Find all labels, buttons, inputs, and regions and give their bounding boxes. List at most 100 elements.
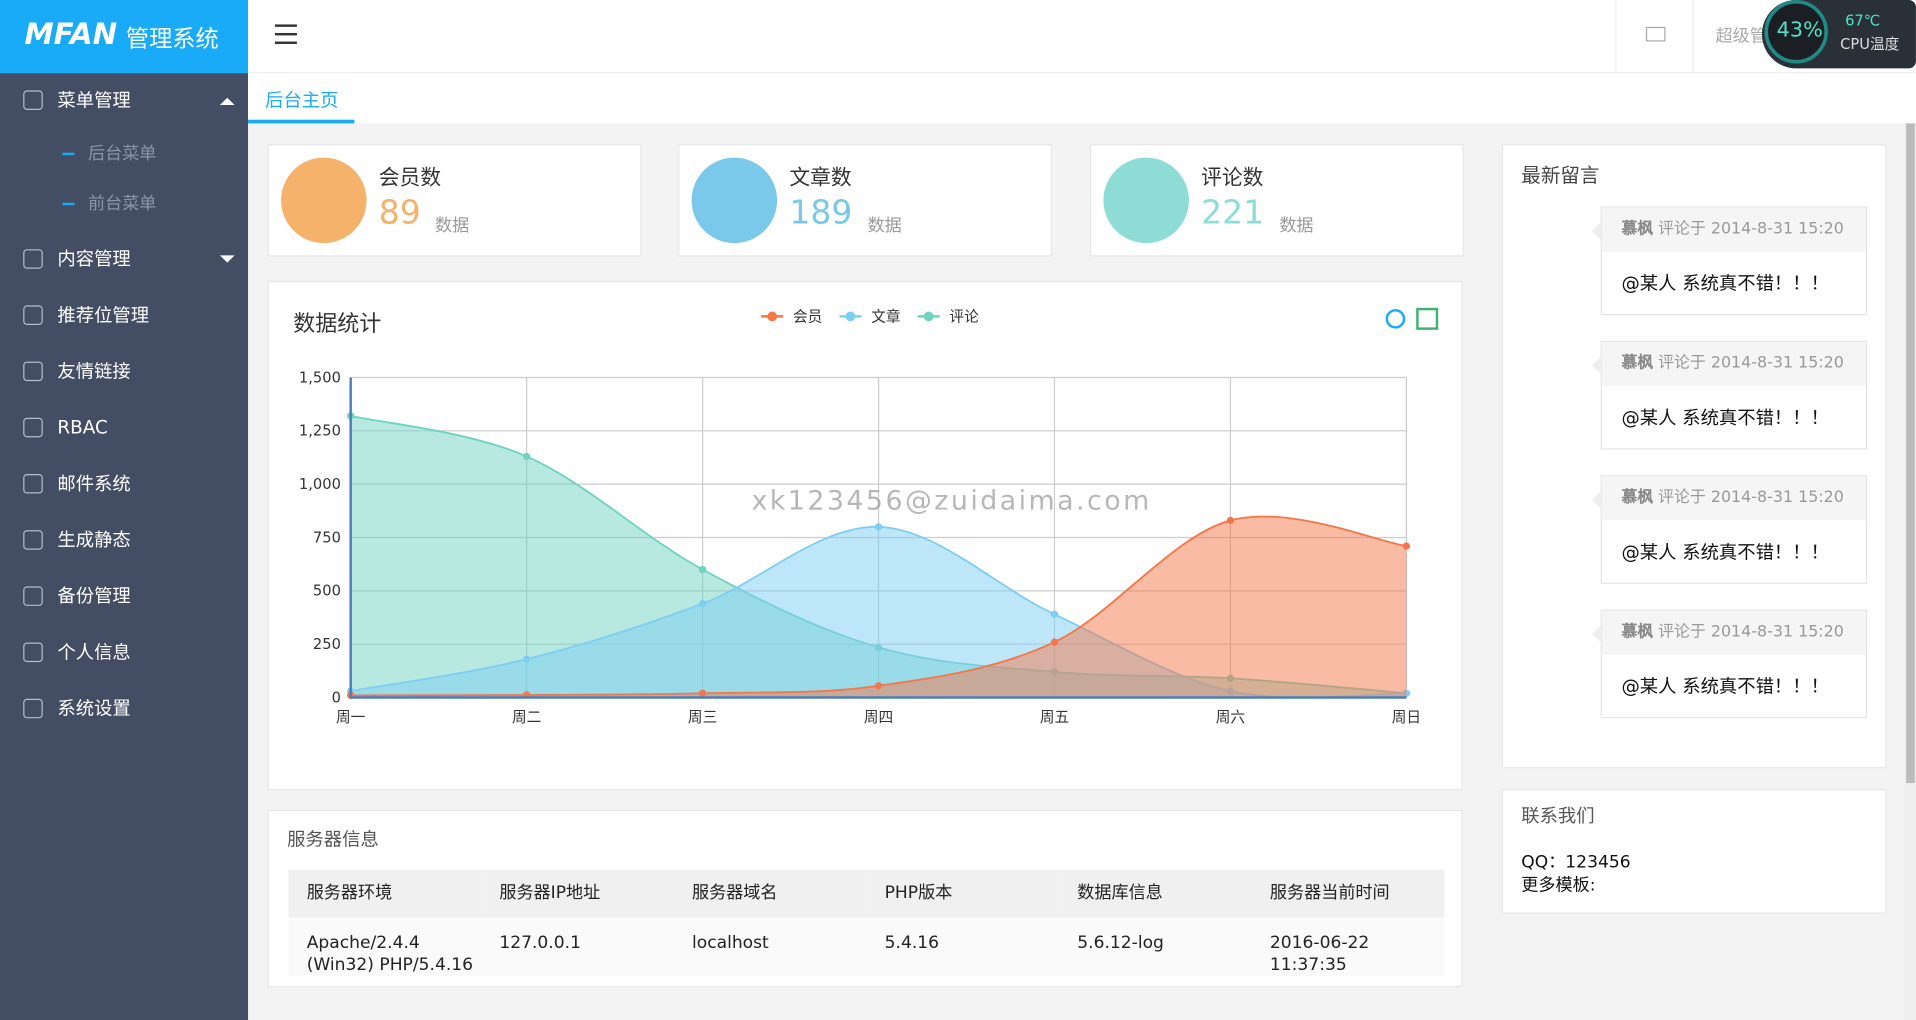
table-header: PHP版本 xyxy=(884,883,953,903)
nav-item[interactable]: RBAC xyxy=(0,403,248,452)
message-meta: 评论于 2014-8-31 15:20 xyxy=(1658,488,1844,507)
x-tick-label: 周二 xyxy=(512,709,541,726)
y-tick-label: 0 xyxy=(332,689,341,706)
nav-icon xyxy=(23,90,43,110)
stat-icon xyxy=(1103,157,1189,244)
chart-title: 数据统计 xyxy=(293,312,381,337)
nav-icon xyxy=(23,305,43,325)
sub-dash xyxy=(62,152,75,156)
nav-item[interactable]: 菜单管理 xyxy=(0,76,248,125)
table-header: 服务器IP地址 xyxy=(499,883,601,903)
legend-label: 会员 xyxy=(793,308,822,325)
sub-dash xyxy=(62,202,75,206)
tab[interactable]: 后台主页 xyxy=(265,89,339,112)
message-arrow xyxy=(1592,491,1601,509)
messages-panel: 最新留言 慕枫 评论于 2014-8-31 15:20 @某人 系统真不错！！！ 慕枫… xyxy=(1501,144,1887,769)
header: 超级管 xyxy=(248,0,1916,74)
stat-title: 会员数 xyxy=(378,166,442,191)
message: 慕枫 评论于 2014-8-31 15:20 @某人 系统真不错！！！ xyxy=(1592,206,1868,316)
table-cell: Apache/2.4.4 (Win32) PHP/5.4.16 xyxy=(306,933,474,975)
table-header: 服务器当前时间 xyxy=(1269,883,1390,903)
nav-item[interactable]: 内容管理 xyxy=(0,235,248,284)
nav-item[interactable]: 生成静态 xyxy=(0,516,248,565)
scrollbar[interactable] xyxy=(1904,123,1916,1020)
nav-icon xyxy=(23,473,43,494)
nav-item[interactable]: 系统设置 xyxy=(0,684,248,733)
table-cell: 2016-06-22 11:37:35 xyxy=(1269,933,1370,975)
nav-icon xyxy=(23,642,43,663)
message-head: 慕枫 评论于 2014-8-31 15:20 xyxy=(1601,610,1866,655)
area xyxy=(350,415,1407,698)
save-icon[interactable] xyxy=(1416,307,1439,330)
nav-label: 系统设置 xyxy=(57,697,131,720)
nav-label: RBAC xyxy=(57,416,108,439)
y-tick-label: 750 xyxy=(313,529,341,546)
sub-label: 后台菜单 xyxy=(87,144,157,164)
nav-label: 邮件系统 xyxy=(57,472,131,495)
stat-icon xyxy=(281,157,367,244)
point xyxy=(1402,542,1411,550)
nav-item[interactable]: 邮件系统 xyxy=(0,459,248,508)
stat-value: 89 xyxy=(378,194,421,233)
sidebar xyxy=(0,0,249,1020)
point xyxy=(874,682,883,690)
point xyxy=(522,452,531,461)
y-tick-label: 500 xyxy=(313,583,341,600)
stat-title: 评论数 xyxy=(1201,166,1264,191)
legend-item: 评论 xyxy=(917,308,979,325)
tab-bar: 后台主页 xyxy=(248,73,1916,124)
chart: 数据统计 0 250 500 750 1,000 1,250 1,500 周一 周二 周三 周四 周五… xyxy=(293,307,1439,726)
point xyxy=(1050,638,1059,646)
table-header: 数据库信息 xyxy=(1077,883,1163,903)
cpu-widget: 43% 67℃ CPU温度 xyxy=(1761,0,1916,69)
contact-panel: 联系我们 QQ：123456 更多模板: xyxy=(1501,789,1887,914)
nav-item[interactable]: 备份管理 xyxy=(0,572,248,621)
nav-icon xyxy=(23,698,43,719)
x-tick-label: 周五 xyxy=(1040,709,1069,726)
message-head: 慕枫 评论于 2014-8-31 15:20 xyxy=(1601,342,1866,387)
nav-item[interactable]: 个人信息 xyxy=(0,628,248,677)
x-tick-label: 周一 xyxy=(336,709,366,726)
user-name[interactable]: 超级管 xyxy=(1715,26,1767,47)
contact-qq: QQ：123456 xyxy=(1521,852,1631,873)
message-author: 慕枫 xyxy=(1621,354,1654,373)
nav-sub-item[interactable]: 后台菜单 xyxy=(0,129,248,178)
nav-label: 推荐位管理 xyxy=(57,304,150,327)
message-meta: 评论于 2014-8-31 15:20 xyxy=(1658,623,1844,642)
table-cell: 5.4.16 xyxy=(884,933,940,953)
table-header: 服务器环境 xyxy=(306,883,393,903)
legend-item: 会员 xyxy=(761,308,822,325)
mail-icon[interactable] xyxy=(1645,26,1666,42)
table-cell: 5.6.12-log xyxy=(1077,933,1164,953)
nav-item[interactable]: 推荐位管理 xyxy=(0,291,248,340)
nav-item[interactable]: 友情链接 xyxy=(0,347,248,396)
logo: MFAN 管理系统 xyxy=(0,0,249,74)
stat-icon xyxy=(691,157,778,244)
nav-label: 内容管理 xyxy=(57,247,131,270)
nav-label: 生成静态 xyxy=(57,528,131,551)
legend-label: 文章 xyxy=(871,307,900,325)
point xyxy=(1050,610,1059,618)
nav-icon xyxy=(23,249,43,269)
stat-value: 189 xyxy=(789,194,853,233)
sub-label: 前台菜单 xyxy=(87,194,157,214)
stat-note: 数据 xyxy=(867,216,902,236)
refresh-icon[interactable] xyxy=(1385,309,1406,329)
point xyxy=(522,655,531,663)
menu-toggle[interactable] xyxy=(274,22,297,44)
y-tick-label: 1,500 xyxy=(299,369,341,386)
x-tick-label: 周日 xyxy=(1392,709,1421,726)
cpu-percent: 43% xyxy=(1776,18,1823,43)
table-cell: 127.0.0.1 xyxy=(499,933,581,953)
point xyxy=(698,689,707,697)
point xyxy=(1226,516,1235,525)
message-head: 慕枫 评论于 2014-8-31 15:20 xyxy=(1601,476,1866,521)
point xyxy=(698,599,707,608)
point xyxy=(698,565,707,574)
nav-label: 备份管理 xyxy=(57,585,131,608)
server-panel: 服务器信息 服务器环境 服务器IP地址 服务器域名 PHP版本 数据库信息 服务器当前时间… xyxy=(267,809,1463,988)
table-header: 服务器域名 xyxy=(691,883,778,903)
nav-sub-item[interactable]: 前台菜单 xyxy=(0,180,248,229)
